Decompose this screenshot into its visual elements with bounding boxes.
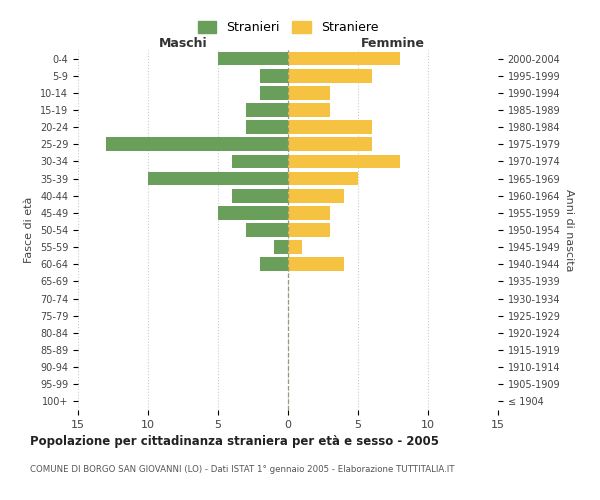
Text: Femmine: Femmine: [361, 37, 425, 50]
Text: Maschi: Maschi: [158, 37, 208, 50]
Bar: [232, 154, 288, 168]
Bar: [274, 240, 288, 254]
Bar: [288, 120, 372, 134]
Bar: [288, 258, 344, 271]
Bar: [288, 206, 330, 220]
Text: COMUNE DI BORGO SAN GIOVANNI (LO) - Dati ISTAT 1° gennaio 2005 - Elaborazione TU: COMUNE DI BORGO SAN GIOVANNI (LO) - Dati…: [30, 465, 455, 474]
Bar: [232, 189, 288, 202]
Bar: [288, 154, 400, 168]
Bar: [288, 69, 372, 82]
Bar: [288, 103, 330, 117]
Bar: [288, 86, 330, 100]
Bar: [288, 223, 330, 237]
Text: Popolazione per cittadinanza straniera per età e sesso - 2005: Popolazione per cittadinanza straniera p…: [30, 435, 439, 448]
Bar: [288, 189, 344, 202]
Bar: [246, 223, 288, 237]
Bar: [218, 52, 288, 66]
Legend: Stranieri, Straniere: Stranieri, Straniere: [193, 16, 383, 40]
Bar: [288, 240, 302, 254]
Bar: [218, 206, 288, 220]
Bar: [260, 86, 288, 100]
Y-axis label: Anni di nascita: Anni di nascita: [565, 188, 574, 271]
Bar: [106, 138, 288, 151]
Bar: [288, 52, 400, 66]
Bar: [260, 258, 288, 271]
Bar: [260, 69, 288, 82]
Bar: [288, 172, 358, 185]
Bar: [288, 138, 372, 151]
Bar: [246, 120, 288, 134]
Y-axis label: Fasce di età: Fasce di età: [25, 197, 34, 263]
Bar: [148, 172, 288, 185]
Bar: [246, 103, 288, 117]
